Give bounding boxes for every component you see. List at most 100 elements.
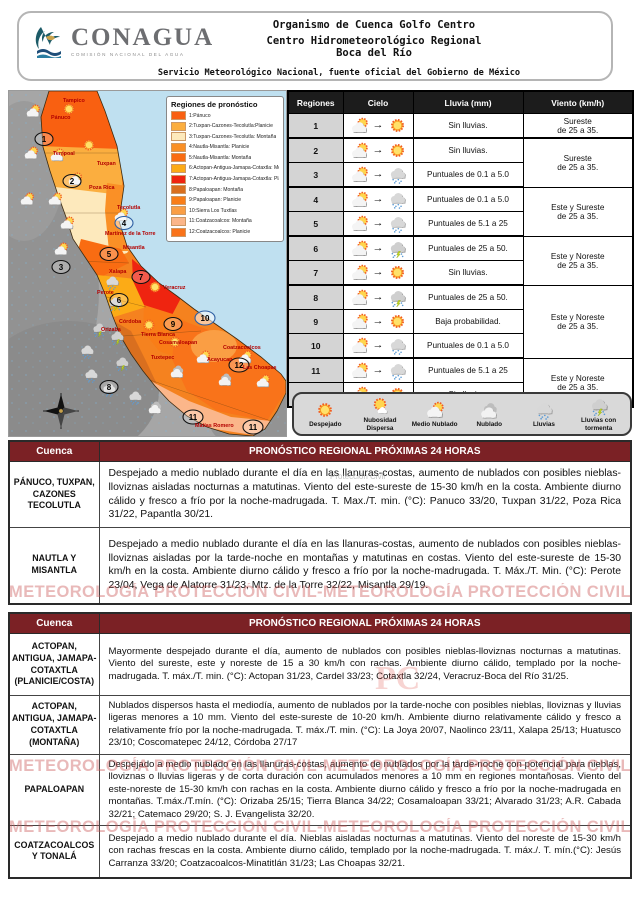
forecast-text: Mayormente despejado durante el día, aum… bbox=[98, 633, 632, 696]
svg-text:11: 11 bbox=[189, 413, 198, 422]
col-header-lluvia: Lluvia (mm) bbox=[412, 90, 524, 115]
sky-cell: → bbox=[342, 284, 414, 311]
sky-to-icon bbox=[388, 263, 407, 282]
legend-lluvias-tormenta: Lluvias con tormenta bbox=[573, 396, 625, 432]
region-number: 1 bbox=[287, 113, 344, 140]
region-row: 9 → Baja probabilidad. bbox=[287, 309, 633, 335]
svg-text:4: 4 bbox=[122, 219, 127, 228]
medio-nublado-icon bbox=[425, 400, 445, 420]
rain-cell: Puntuales de 25 a 50. bbox=[412, 235, 524, 262]
arrow-icon: → bbox=[372, 364, 384, 377]
region-row: 6 → Puntuales de 25 a 50. Este y Noreste… bbox=[287, 235, 634, 286]
legend-medio-nublado: Medio Nublado bbox=[409, 400, 461, 428]
sky-from-icon bbox=[350, 312, 369, 331]
region-number: 4 bbox=[287, 186, 344, 213]
sky-from-icon bbox=[350, 214, 369, 233]
svg-text:Veracruz: Veracruz bbox=[163, 285, 186, 291]
logo-subtitle: COMISIÓN NACIONAL DEL AGUA bbox=[71, 52, 185, 57]
forecast-row: ACTOPAN, ANTIGUA, JAMAPA-COTAXTLA (MONTA… bbox=[8, 695, 632, 755]
conagua-logo: CONAGUA COMISIÓN NACIONAL DEL AGUA bbox=[33, 23, 214, 59]
svg-text:Cosamaloapan: Cosamaloapan bbox=[159, 340, 197, 346]
svg-text:2: 2 bbox=[70, 177, 75, 186]
sky-cell: → bbox=[342, 137, 414, 164]
svg-text:Acayucan: Acayucan bbox=[207, 357, 232, 363]
arrow-icon: → bbox=[372, 217, 384, 230]
col-header-viento: Viento (km/h) bbox=[522, 90, 634, 115]
svg-text:11: 11 bbox=[249, 423, 258, 432]
rain-cell: Baja probabilidad. bbox=[412, 309, 524, 335]
legend-swatch bbox=[171, 132, 186, 142]
svg-text:Poza Rica: Poza Rica bbox=[89, 185, 115, 191]
legend-item: 7:Actopan-Antigua-Jamapa-Cotaxtla: Plani… bbox=[171, 174, 279, 184]
cuenca-header: Cuenca bbox=[8, 440, 100, 462]
rain-cell: Puntuales de 0.1 a 5.0 bbox=[412, 162, 524, 189]
sky-to-icon bbox=[388, 141, 407, 160]
svg-text:Tecolutla: Tecolutla bbox=[117, 205, 141, 211]
wind-cell: Sureste de 25 a 35. bbox=[522, 137, 634, 188]
legend-swatch bbox=[171, 153, 186, 163]
cuenca-name: ACTOPAN, ANTIGUA, JAMAPA-COTAXTLA (MONTA… bbox=[8, 695, 100, 755]
sky-cell: → bbox=[342, 113, 414, 140]
svg-text:5: 5 bbox=[107, 250, 112, 259]
legend-item: 8:Papaloapan: Montaña bbox=[171, 185, 279, 195]
legend-swatch bbox=[171, 216, 186, 226]
sky-from-icon bbox=[350, 336, 369, 355]
region-number: 6 bbox=[287, 235, 344, 262]
legend-nublado: Nublado bbox=[463, 400, 515, 428]
forecast-row: ACTOPAN, ANTIGUA, JAMAPA-COTAXTLA (PLANI… bbox=[8, 633, 632, 696]
svg-text:10: 10 bbox=[201, 314, 210, 323]
map-region-markers: 1 2 3 4 5 6 7 8 9 10 11 12 11 bbox=[34, 131, 264, 435]
sky-cell: → bbox=[342, 186, 414, 213]
wind-cell: Este y Sureste de 25 a 35. bbox=[522, 186, 634, 237]
cuenca-header: Cuenca bbox=[8, 612, 100, 634]
rain-cell: Puntuales de 5.1 a 25 bbox=[412, 211, 524, 238]
svg-text:Córdoba: Córdoba bbox=[119, 319, 142, 325]
arrow-icon: → bbox=[372, 242, 384, 255]
svg-text:Matías Romero: Matías Romero bbox=[195, 423, 234, 429]
svg-text:12: 12 bbox=[235, 361, 244, 370]
map-city-labels: Tampico Pánuco Tempoal Tuxpan Poza Rica … bbox=[51, 98, 277, 429]
region-row: 8 → Puntuales de 25 a 50. Este y Noreste… bbox=[287, 284, 634, 359]
region-row: 2 → Sin lluvias. Sureste de 25 a 35. bbox=[287, 137, 634, 188]
legend-swatch bbox=[171, 121, 186, 131]
legend-swatch bbox=[171, 163, 186, 173]
forecast-text: Despejado a medio nublado en las llanura… bbox=[98, 753, 632, 827]
wind-cell: Este y Noreste de 25 a 35. bbox=[522, 235, 634, 286]
svg-text:Tuxtepec: Tuxtepec bbox=[151, 355, 174, 361]
svg-text:Martínez de la Torre: Martínez de la Torre bbox=[105, 231, 156, 237]
cuenca-name: COATZACOALCOS Y TONALÁ bbox=[8, 825, 100, 879]
svg-text:9: 9 bbox=[171, 320, 176, 329]
region-number: 5 bbox=[287, 211, 344, 238]
regions-forecast-table: Regiones Cielo Lluvia (mm) Viento (km/h)… bbox=[287, 90, 634, 409]
svg-text:8: 8 bbox=[107, 383, 112, 392]
logo-wordmark: CONAGUA bbox=[71, 24, 215, 51]
lluvias-icon bbox=[534, 400, 554, 420]
sky-from-icon bbox=[350, 239, 369, 258]
weather-icon-legend: Despejado Nubosidad Dispersa Medio Nubla… bbox=[292, 392, 632, 436]
sky-from-icon bbox=[350, 190, 369, 209]
sky-from-icon bbox=[350, 288, 369, 307]
region-row: 3 → Puntuales de 0.1 a 5.0 bbox=[287, 162, 633, 189]
region-row: 5 → Puntuales de 5.1 a 25 bbox=[287, 211, 633, 238]
legend-lluvias: Lluvias bbox=[518, 400, 570, 428]
forecast-text: Nublados dispersos hasta el mediodía, au… bbox=[98, 695, 632, 755]
svg-text:Coatzacoalcos: Coatzacoalcos bbox=[223, 345, 261, 351]
sky-cell: → bbox=[342, 235, 414, 262]
arrow-icon: → bbox=[372, 119, 384, 132]
svg-text:7: 7 bbox=[139, 273, 144, 282]
legend-swatch bbox=[171, 227, 186, 237]
sky-cell: → bbox=[342, 333, 414, 360]
svg-text:1: 1 bbox=[42, 135, 47, 144]
svg-text:Tierra Blanca: Tierra Blanca bbox=[141, 332, 176, 338]
sky-to-icon bbox=[388, 288, 407, 307]
sky-to-icon bbox=[388, 361, 407, 380]
forecast-table-north: Cuenca PRONÓSTICO REGIONAL PRÓXIMAS 24 H… bbox=[8, 440, 632, 605]
col-header-regiones: Regiones bbox=[287, 90, 344, 115]
forecast-text: Despejado a medio nublado durante el día… bbox=[98, 527, 632, 604]
legend-swatch bbox=[171, 195, 186, 205]
map-legend-title: Regiones de pronóstico bbox=[171, 100, 258, 109]
arrow-icon: → bbox=[372, 291, 384, 304]
arrow-icon: → bbox=[372, 266, 384, 279]
pronostico-header: PRONÓSTICO REGIONAL PRÓXIMAS 24 HORAS bbox=[98, 440, 632, 462]
svg-text:Las Choapas: Las Choapas bbox=[243, 365, 277, 371]
